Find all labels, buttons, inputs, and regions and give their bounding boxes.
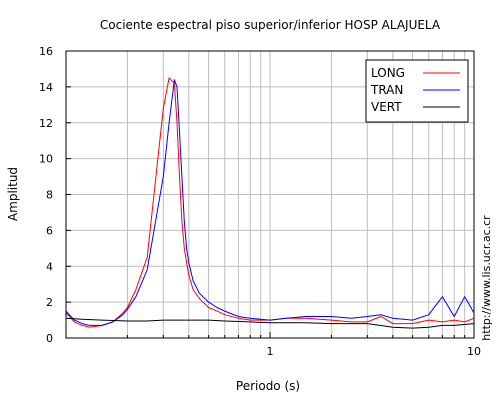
y-axis-label: Amplitud <box>6 167 20 221</box>
x-axis-label: Periodo (s) <box>236 379 300 393</box>
series-line-long <box>65 77 475 328</box>
axis-ticks: 0 2 4 6 8 10 12 14 16 1 10 <box>39 45 481 358</box>
series-line-vert <box>65 317 475 329</box>
y-tick-label: 2 <box>46 296 53 309</box>
x-tick-label: 10 <box>467 345 481 358</box>
y-tick-label: 10 <box>39 153 53 166</box>
legend-label-long: LONG <box>371 66 405 80</box>
legend-label-vert: VERT <box>371 100 402 114</box>
y-tick-label: 4 <box>46 260 53 273</box>
source-url-label: http://www.lis.ucr.ac.cr <box>480 215 493 341</box>
y-tick-label: 0 <box>46 332 53 345</box>
chart-title: Cociente espectral piso superior/inferio… <box>100 18 441 32</box>
plot-frame <box>65 50 475 339</box>
y-tick-label: 14 <box>39 81 53 94</box>
series-line-tran <box>65 79 475 326</box>
y-tick-label: 6 <box>46 224 53 237</box>
legend: LONG TRAN VERT <box>365 59 469 123</box>
grid <box>65 50 474 339</box>
legend-label-tran: TRAN <box>370 83 403 97</box>
legend-box <box>365 59 469 123</box>
x-tick-label: 1 <box>267 345 274 358</box>
y-tick-label: 12 <box>39 117 53 130</box>
y-tick-label: 16 <box>39 45 53 58</box>
y-tick-label: 8 <box>46 189 53 202</box>
series-lines <box>65 77 475 329</box>
